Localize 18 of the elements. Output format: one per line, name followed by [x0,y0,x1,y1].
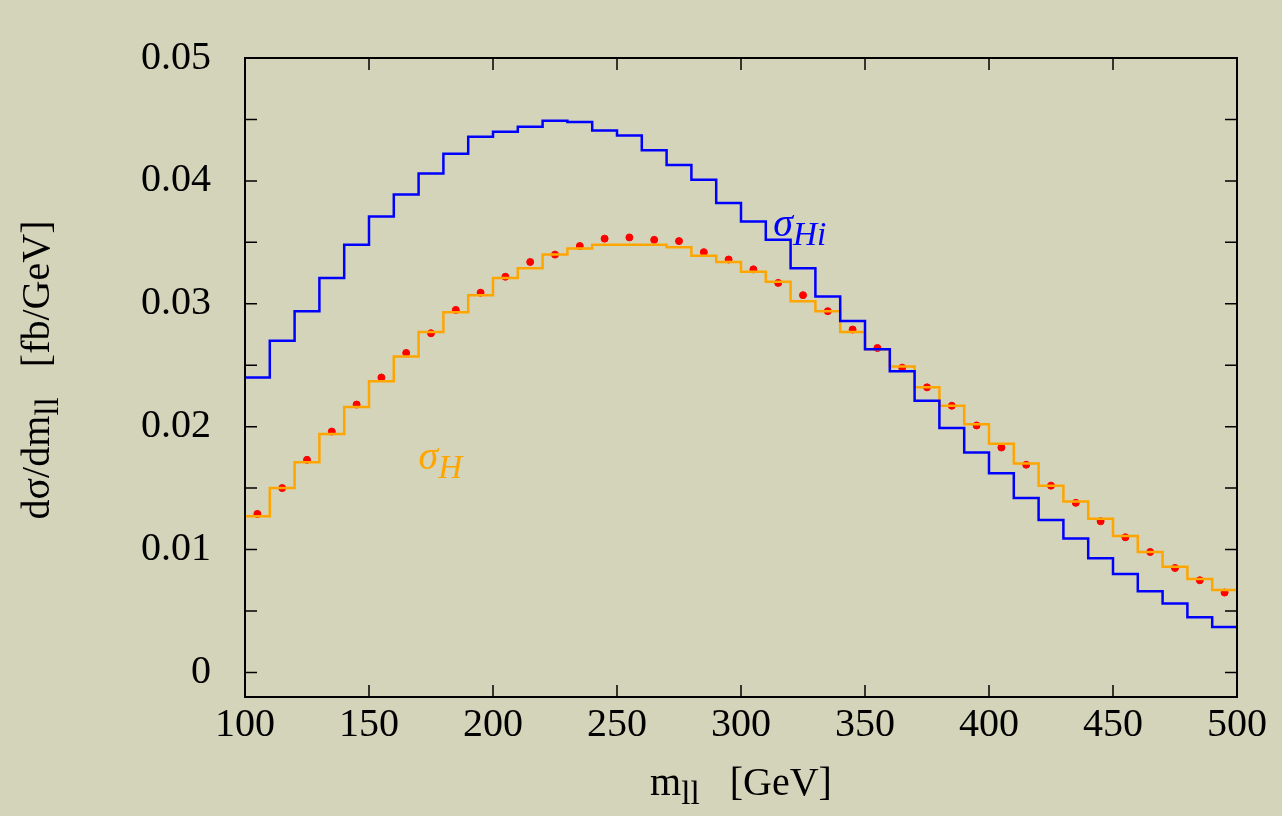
series-label: σ$_{Hi}$ [773,200,827,252]
x-tick-label: 300 [711,699,771,745]
x-tick-label: 200 [463,699,523,745]
y-tick-label: 0.05 [141,32,211,78]
series-label: σ$_{H}$ [418,433,463,486]
y-tick-label: 0.03 [141,278,211,324]
y-tick-label: 0.02 [141,401,211,447]
y-tick-label: 0.01 [141,524,211,570]
x-tick-label: 400 [959,699,1019,745]
x-tick-label: 350 [835,699,895,745]
x-tick-label: 450 [1083,699,1143,745]
x-axis-title: m$_{ll}$ [GeV] [649,759,833,811]
x-tick-label: 100 [215,699,275,745]
x-tick-label: 250 [587,699,647,745]
y-tick-label: 0.04 [141,155,211,201]
y-tick-label: 0 [191,646,211,692]
x-tick-label: 150 [339,699,399,745]
x-tick-label: 500 [1207,699,1267,745]
